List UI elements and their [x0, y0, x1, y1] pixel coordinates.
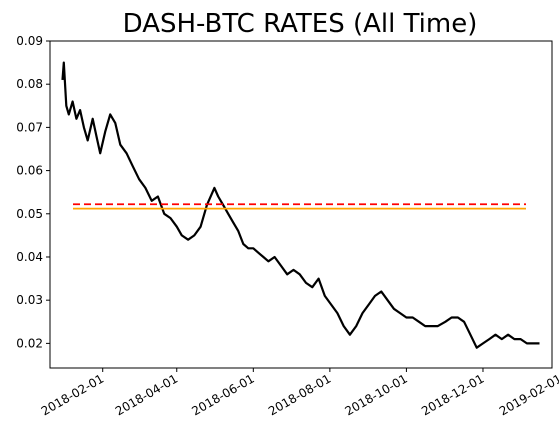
- y-tick-label: 0.04: [16, 250, 43, 264]
- y-tick-label: 0.07: [16, 120, 43, 134]
- y-tick-label: 0.05: [16, 207, 43, 221]
- chart-title: DASH-BTC RATES (All Time): [123, 9, 478, 39]
- x-tick-label: 2018-10-01: [343, 371, 410, 418]
- plot-frame: [49, 40, 553, 369]
- y-tick-label: 0.03: [16, 293, 43, 307]
- x-tick-label: 2018-04-01: [113, 371, 180, 418]
- x-tick-label: 2018-02-01: [39, 371, 106, 418]
- x-tick-label: 2018-12-01: [419, 371, 486, 418]
- x-axis: 2018-02-01 2018-04-01 2018-06-01 2018-08-01…: [39, 368, 559, 418]
- x-tick-label: 2018-08-01: [266, 371, 333, 418]
- y-tick-label: 0.02: [16, 336, 43, 350]
- x-tick-label: 2019-02-01: [497, 371, 559, 418]
- y-axis: 0.02 0.03 0.04 0.05 0.06 0.07 0.08 0.09: [16, 34, 50, 350]
- y-tick-label: 0.08: [16, 77, 43, 91]
- y-tick-label: 0.06: [16, 164, 43, 178]
- series-line-0: [61, 61, 540, 349]
- plot-area: [61, 61, 540, 349]
- y-tick-label: 0.09: [16, 34, 43, 48]
- x-tick-label: 2018-06-01: [189, 371, 256, 418]
